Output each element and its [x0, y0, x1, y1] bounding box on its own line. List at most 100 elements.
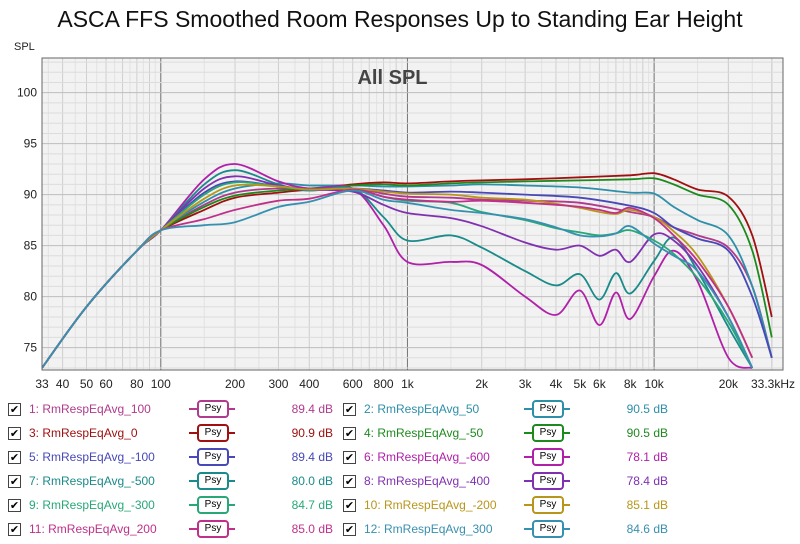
series-line-7	[42, 169, 754, 369]
x-tick-label: 2k	[475, 377, 489, 391]
legend-checkbox[interactable]: ✔	[8, 522, 21, 536]
y-axis-label: SPL	[14, 41, 35, 53]
legend-item[interactable]: ✔ 3: RmRespEqAvg_0 Psy 90.9 dB	[8, 422, 333, 444]
chart-title: ASCA FFS Smoothed Room Responses Up to S…	[57, 6, 743, 32]
legend-checkbox[interactable]: ✔	[343, 522, 356, 536]
x-tick-label: 400	[299, 377, 319, 391]
legend-series-name: 8: RmRespEqAvg_-400	[364, 474, 490, 488]
legend-series-value: 85.1 dB	[626, 498, 668, 512]
legend-item[interactable]: ✔ 8: RmRespEqAvg_-400 Psy 78.4 dB	[343, 470, 668, 492]
series-line-12	[42, 189, 754, 369]
x-tick-label: 20k	[719, 377, 739, 391]
legend-checkbox[interactable]: ✔	[343, 498, 356, 512]
x-tick-label: 200	[225, 377, 245, 391]
x-tick-label: 10k	[644, 377, 664, 391]
legend-item[interactable]: ✔ 4: RmRespEqAvg_-50 Psy 90.5 dB	[343, 422, 668, 444]
legend-checkbox[interactable]: ✔	[343, 450, 356, 464]
x-tick-label: 1k	[401, 377, 415, 391]
legend-series-value: 90.5 dB	[626, 426, 668, 440]
series-line-9	[42, 181, 754, 369]
legend-item[interactable]: ✔ 5: RmRespEqAvg_-100 Psy 89.4 dB	[8, 446, 333, 468]
psy-badge[interactable]: Psy	[197, 448, 229, 466]
psy-badge[interactable]: Psy	[197, 424, 229, 442]
series-line-11	[42, 188, 754, 369]
psy-badge[interactable]: Psy	[532, 472, 564, 490]
legend-series-name: 12: RmRespEqAvg_300	[364, 522, 493, 536]
x-tick-label: 3k	[519, 377, 533, 391]
x-tick-label: 800	[374, 377, 394, 391]
legend-item[interactable]: ✔ 11: RmRespEqAvg_200 Psy 85.0 dB	[8, 518, 333, 540]
legend-checkbox[interactable]: ✔	[8, 426, 21, 440]
psy-badge[interactable]: Psy	[197, 400, 229, 418]
legend-line-swatch: Psy	[189, 448, 245, 466]
x-tick-label: 40	[56, 377, 70, 391]
legend-line-swatch: Psy	[524, 400, 580, 418]
legend-line-swatch: Psy	[524, 424, 580, 442]
legend-series-value: 90.9 dB	[291, 426, 333, 440]
x-tick-label: 33.3kHz	[751, 377, 795, 391]
legend-series-value: 78.4 dB	[626, 474, 668, 488]
legend-series-name: 10: RmRespEqAvg_-200	[364, 498, 497, 512]
psy-badge[interactable]: Psy	[197, 520, 229, 538]
legend-checkbox[interactable]: ✔	[343, 402, 356, 416]
legend-checkbox[interactable]: ✔	[8, 474, 21, 488]
psy-badge[interactable]: Psy	[532, 424, 564, 442]
legend-series-value: 89.4 dB	[291, 402, 333, 416]
legend-checkbox[interactable]: ✔	[8, 450, 21, 464]
legend-item[interactable]: ✔ 6: RmRespEqAvg_-600 Psy 78.1 dB	[343, 446, 668, 468]
legend-checkbox[interactable]: ✔	[343, 426, 356, 440]
legend-checkbox[interactable]: ✔	[8, 402, 21, 416]
x-tick-label: 5k	[574, 377, 588, 391]
y-tick-label: 90	[24, 188, 38, 202]
x-tick-label: 300	[268, 377, 288, 391]
legend-line-swatch: Psy	[524, 472, 580, 490]
legend-line-swatch: Psy	[524, 496, 580, 514]
x-tick-label: 33	[35, 377, 49, 391]
psy-badge[interactable]: Psy	[197, 472, 229, 490]
legend-series-value: 84.6 dB	[626, 522, 668, 536]
legend-item[interactable]: ✔ 12: RmRespEqAvg_300 Psy 84.6 dB	[343, 518, 668, 540]
legend-line-swatch: Psy	[524, 448, 580, 466]
psy-badge[interactable]: Psy	[532, 400, 564, 418]
psy-badge[interactable]: Psy	[532, 496, 564, 514]
legend-series-name: 9: RmRespEqAvg_-300	[29, 498, 155, 512]
series-line-4	[42, 177, 773, 369]
y-tick-label: 80	[24, 290, 38, 304]
legend-line-swatch: Psy	[189, 472, 245, 490]
psy-badge[interactable]: Psy	[197, 496, 229, 514]
x-tick-label: 100	[151, 377, 171, 391]
legend-series-value: 90.5 dB	[626, 402, 668, 416]
legend-item[interactable]: ✔ 9: RmRespEqAvg_-300 Psy 84.7 dB	[8, 494, 333, 516]
psy-badge[interactable]: Psy	[532, 448, 564, 466]
legend-series-name: 6: RmRespEqAvg_-600	[364, 450, 490, 464]
x-tick-label: 6k	[593, 377, 607, 391]
legend-checkbox[interactable]: ✔	[8, 498, 21, 512]
legend-item[interactable]: ✔ 2: RmRespEqAvg_50 Psy 90.5 dB	[343, 398, 668, 420]
legend-series-name: 11: RmRespEqAvg_200	[29, 522, 157, 536]
series-line-3	[42, 172, 773, 369]
legend-series-value: 84.7 dB	[291, 498, 333, 512]
legend-series-value: 78.1 dB	[626, 450, 668, 464]
legend-item[interactable]: ✔ 10: RmRespEqAvg_-200 Psy 85.1 dB	[343, 494, 668, 516]
frequency-response-chart: All SPL SPL 75 80 85 90 95 100 33 40 50 60 80 100 200 3…	[14, 41, 795, 391]
y-tick-label: 95	[24, 137, 38, 151]
legend-item[interactable]: ✔ 1: RmRespEqAvg_100 Psy 89.4 dB	[8, 398, 333, 420]
legend-checkbox[interactable]: ✔	[343, 474, 356, 488]
legend-line-swatch: Psy	[189, 520, 245, 538]
plot-border	[41, 57, 784, 371]
legend-series-value: 80.0 dB	[291, 474, 333, 488]
y-tick-label: 100	[17, 86, 37, 100]
psy-badge[interactable]: Psy	[532, 520, 564, 538]
x-tick-label: 600	[343, 377, 363, 391]
legend-series-name: 4: RmRespEqAvg_-50	[364, 426, 484, 440]
legend-line-swatch: Psy	[189, 424, 245, 442]
legend-line-swatch: Psy	[189, 496, 245, 514]
legend-series-value: 85.0 dB	[291, 522, 333, 536]
x-tick-label: 8k	[624, 377, 638, 391]
legend-series-name: 7: RmRespEqAvg_-500	[29, 474, 155, 488]
legend-item[interactable]: ✔ 7: RmRespEqAvg_-500 Psy 80.0 dB	[8, 470, 333, 492]
legend-series-name: 3: RmRespEqAvg_0	[29, 426, 138, 440]
y-tick-label: 85	[24, 239, 38, 253]
y-tick-label: 75	[24, 341, 38, 355]
chart-subtitle: All SPL	[357, 67, 427, 89]
